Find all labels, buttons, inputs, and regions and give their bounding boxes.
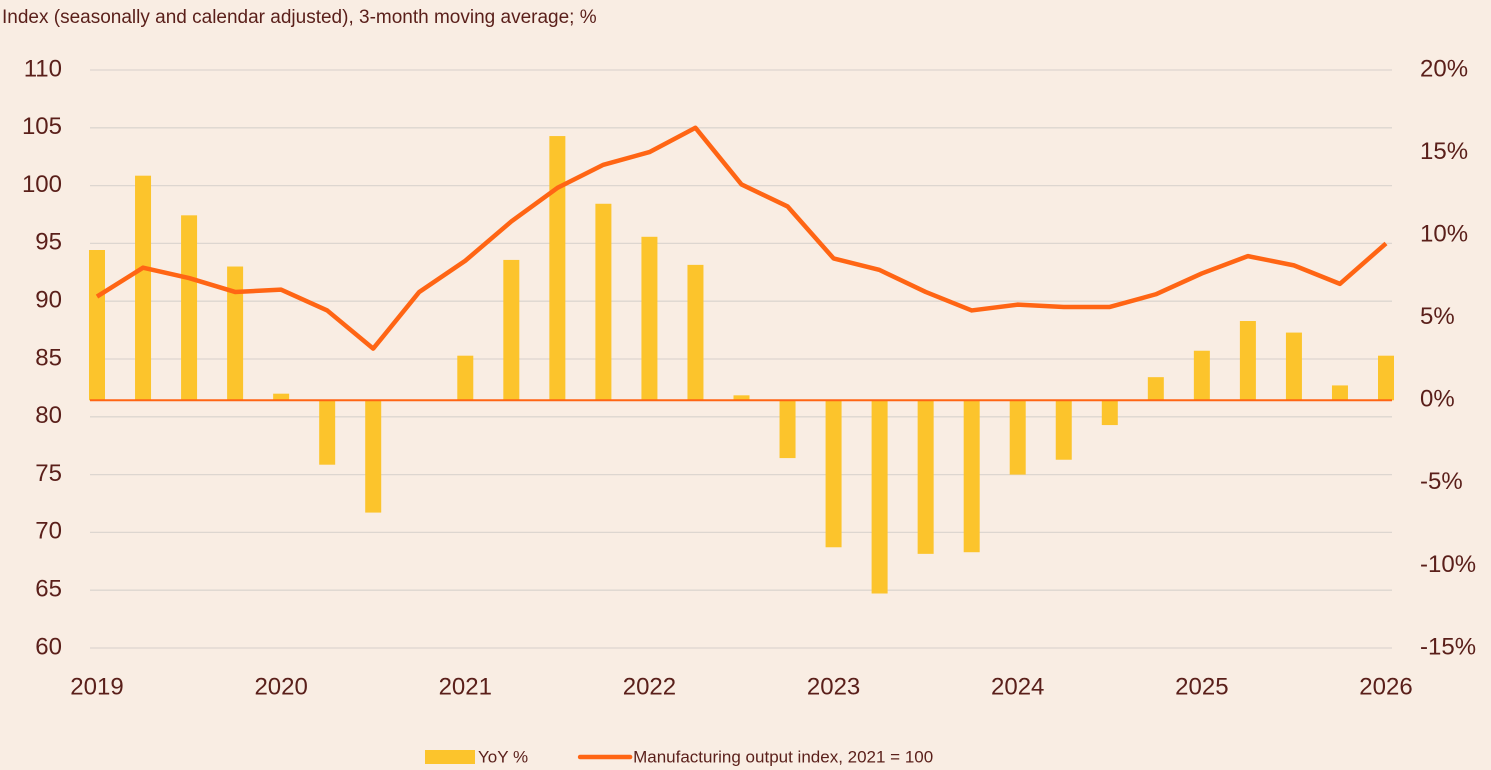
bar — [1009, 400, 1026, 475]
y2-tick-label: 15% — [1420, 138, 1468, 165]
bar — [871, 400, 888, 594]
y2-tick-label: 20% — [1420, 55, 1468, 82]
y-tick-label: 65 — [35, 576, 62, 603]
bar — [135, 175, 152, 401]
bar — [1101, 400, 1118, 426]
bar — [917, 400, 934, 554]
y-tick-label: 70 — [35, 518, 62, 545]
x-tick-label: 2022 — [623, 673, 676, 700]
bar — [181, 215, 198, 401]
y2-tick-label: -5% — [1420, 468, 1463, 495]
y-tick-label: 75 — [35, 460, 62, 487]
y-tick-label: 100 — [22, 171, 62, 198]
bar — [457, 355, 474, 401]
x-tick-label: 2023 — [807, 673, 860, 700]
bar — [595, 203, 612, 401]
bar — [1239, 321, 1256, 401]
bar — [1193, 350, 1210, 401]
x-tick-label: 2020 — [254, 673, 307, 700]
y2-tick-label: 0% — [1420, 386, 1455, 413]
y2-tick-label: -10% — [1420, 551, 1476, 578]
bar — [273, 393, 290, 401]
bar — [365, 400, 382, 513]
legend-swatch — [425, 750, 475, 764]
legend-label: Manufacturing output index, 2021 = 100 — [633, 747, 933, 766]
y-tick-label: 95 — [35, 229, 62, 256]
bar — [1055, 400, 1072, 460]
y-tick-label: 90 — [35, 287, 62, 314]
bar — [641, 236, 658, 401]
y-tick-label: 105 — [22, 113, 62, 140]
bar — [1285, 332, 1302, 401]
bar — [89, 250, 105, 401]
bar — [1378, 355, 1394, 401]
y-tick-label: 80 — [35, 402, 62, 429]
y-tick-label: 110 — [24, 55, 62, 82]
bar — [963, 400, 980, 553]
x-tick-label: 2025 — [1175, 673, 1228, 700]
x-tick-label: 2024 — [991, 673, 1044, 700]
line — [95, 125, 1388, 351]
y-tick-label: 85 — [35, 344, 62, 371]
bar — [1331, 385, 1348, 401]
bar — [319, 400, 336, 465]
y-tick-label: 60 — [35, 633, 62, 660]
bar — [733, 395, 750, 401]
x-tick-label: 2021 — [439, 673, 492, 700]
bar — [1147, 377, 1164, 401]
legend-label: YoY % — [478, 747, 528, 766]
x-tick-label: 2026 — [1359, 673, 1412, 700]
x-tick-label: 2019 — [70, 673, 123, 700]
bar — [227, 266, 244, 401]
bar — [549, 136, 566, 401]
bar — [687, 264, 704, 401]
y2-tick-label: -15% — [1420, 633, 1476, 660]
bar — [779, 400, 796, 459]
y2-tick-label: 10% — [1420, 220, 1468, 247]
y2-tick-label: 5% — [1420, 303, 1455, 330]
chart-title: Index (seasonally and calendar adjusted)… — [2, 7, 597, 28]
bar — [503, 259, 520, 401]
bar — [825, 400, 842, 548]
